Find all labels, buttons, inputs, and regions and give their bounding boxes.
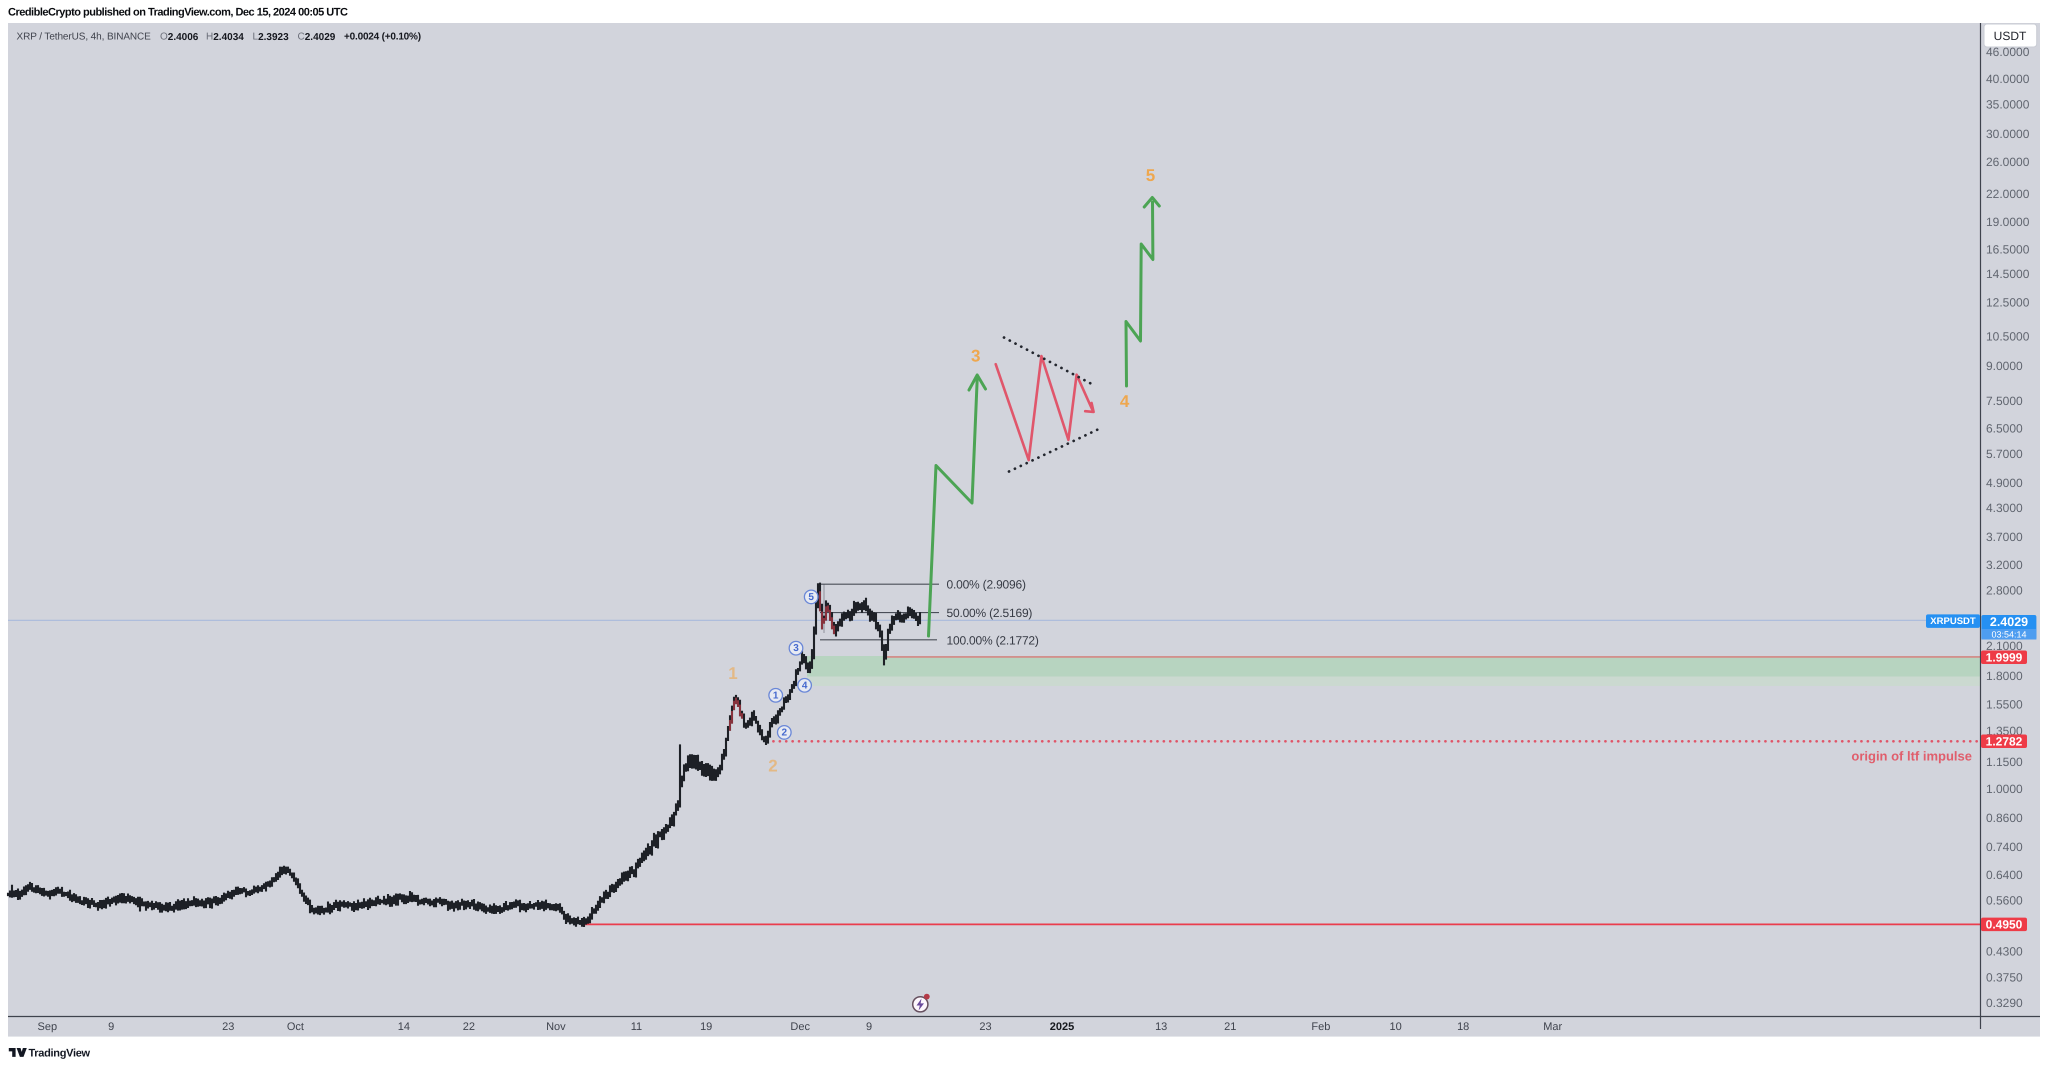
svg-text:4.3000: 4.3000 [1986, 501, 2023, 515]
svg-text:3.7000: 3.7000 [1986, 530, 2023, 544]
svg-text:1.8000: 1.8000 [1986, 669, 2023, 683]
svg-text:1.9999: 1.9999 [1986, 650, 2023, 664]
svg-text:4.9000: 4.9000 [1986, 476, 2023, 490]
svg-text:1: 1 [773, 690, 779, 701]
svg-text:12.5000: 12.5000 [1986, 296, 2030, 310]
svg-text:TradingView: TradingView [29, 1047, 91, 1059]
svg-text:22.0000: 22.0000 [1986, 187, 2030, 201]
svg-text:4: 4 [802, 680, 808, 691]
svg-text:0.5600: 0.5600 [1986, 894, 2023, 908]
svg-text:0.4950: 0.4950 [1986, 918, 2023, 932]
svg-text:0.8600: 0.8600 [1986, 811, 2023, 825]
svg-text:18: 18 [1457, 1021, 1469, 1033]
svg-text:23: 23 [979, 1021, 991, 1033]
svg-text:1.5500: 1.5500 [1986, 698, 2023, 712]
svg-text:1: 1 [728, 664, 737, 683]
svg-text:1.1500: 1.1500 [1986, 755, 2023, 769]
svg-text:13: 13 [1155, 1021, 1167, 1033]
svg-text:1.0000: 1.0000 [1986, 782, 2023, 796]
svg-text:03:54:14: 03:54:14 [1991, 629, 2026, 639]
svg-text:14: 14 [398, 1021, 410, 1033]
svg-text:2.4029: 2.4029 [1990, 615, 2028, 629]
svg-text:16.5000: 16.5000 [1986, 242, 2030, 256]
svg-text:6.5000: 6.5000 [1986, 422, 2023, 436]
svg-text:3.2000: 3.2000 [1986, 558, 2023, 572]
svg-text:5: 5 [808, 592, 814, 603]
svg-text:H2.4034: H2.4034 [206, 32, 244, 43]
svg-text:Dec: Dec [790, 1021, 810, 1033]
svg-text:0.4300: 0.4300 [1986, 944, 2023, 958]
svg-text:9: 9 [108, 1021, 114, 1033]
svg-text:Sep: Sep [38, 1021, 58, 1033]
svg-text:0.6400: 0.6400 [1986, 868, 2023, 882]
svg-text:10.5000: 10.5000 [1986, 329, 2030, 343]
svg-text:5: 5 [1146, 166, 1155, 185]
svg-text:11: 11 [631, 1021, 642, 1033]
svg-text:5.7000: 5.7000 [1986, 447, 2023, 461]
svg-text:2: 2 [782, 727, 788, 738]
svg-text:3: 3 [971, 347, 980, 366]
svg-text:L2.3923: L2.3923 [253, 32, 290, 43]
svg-text:19: 19 [700, 1021, 712, 1033]
svg-text:0.7400: 0.7400 [1986, 840, 2023, 854]
svg-text:O2.4006: O2.4006 [160, 32, 199, 43]
svg-text:Feb: Feb [1311, 1021, 1330, 1033]
svg-text:30.0000: 30.0000 [1986, 127, 2030, 141]
svg-text:26.0000: 26.0000 [1986, 155, 2030, 169]
svg-text:9: 9 [866, 1021, 872, 1033]
svg-text:2.1000: 2.1000 [1986, 639, 2023, 653]
svg-text:40.0000: 40.0000 [1986, 72, 2030, 86]
svg-text:+0.0024 (+0.10%): +0.0024 (+0.10%) [344, 32, 421, 43]
svg-text:1.2782: 1.2782 [1986, 734, 2023, 748]
svg-text:10: 10 [1389, 1021, 1401, 1033]
svg-text:USDT: USDT [1994, 29, 2027, 43]
svg-text:C2.4029: C2.4029 [298, 32, 336, 43]
svg-text:46.0000: 46.0000 [1986, 45, 2030, 59]
svg-text:XRP / TetherUS, 4h, BINANCE: XRP / TetherUS, 4h, BINANCE [17, 32, 152, 43]
svg-text:2: 2 [768, 757, 777, 776]
svg-text:CredibleCrypto published on Tr: CredibleCrypto published on TradingView.… [8, 7, 348, 19]
svg-text:0.3750: 0.3750 [1986, 971, 2023, 985]
svg-text:Oct: Oct [287, 1021, 304, 1033]
svg-text:Nov: Nov [546, 1021, 566, 1033]
svg-text:4: 4 [1120, 392, 1130, 411]
svg-text:0.3290: 0.3290 [1986, 996, 2023, 1010]
svg-text:14.5000: 14.5000 [1986, 267, 2030, 281]
svg-text:Mar: Mar [1543, 1021, 1562, 1033]
svg-text:22: 22 [463, 1021, 475, 1033]
svg-text:2.8000: 2.8000 [1986, 584, 2023, 598]
svg-text:21: 21 [1224, 1021, 1236, 1033]
svg-text:23: 23 [222, 1021, 234, 1033]
svg-text:100.00% (2.1772): 100.00% (2.1772) [947, 633, 1039, 647]
svg-text:0.00% (2.9096): 0.00% (2.9096) [947, 578, 1026, 592]
svg-text:3: 3 [793, 643, 799, 654]
svg-text:19.0000: 19.0000 [1986, 215, 2030, 229]
svg-text:35.0000: 35.0000 [1986, 98, 2030, 112]
svg-text:9.0000: 9.0000 [1986, 359, 2023, 373]
svg-text:2025: 2025 [1050, 1021, 1074, 1033]
svg-text:origin of ltf impulse: origin of ltf impulse [1851, 749, 1972, 764]
svg-text:XRPUSDT: XRPUSDT [1930, 616, 1976, 627]
svg-text:50.00% (2.5169): 50.00% (2.5169) [947, 606, 1033, 620]
svg-text:7.5000: 7.5000 [1986, 394, 2023, 408]
